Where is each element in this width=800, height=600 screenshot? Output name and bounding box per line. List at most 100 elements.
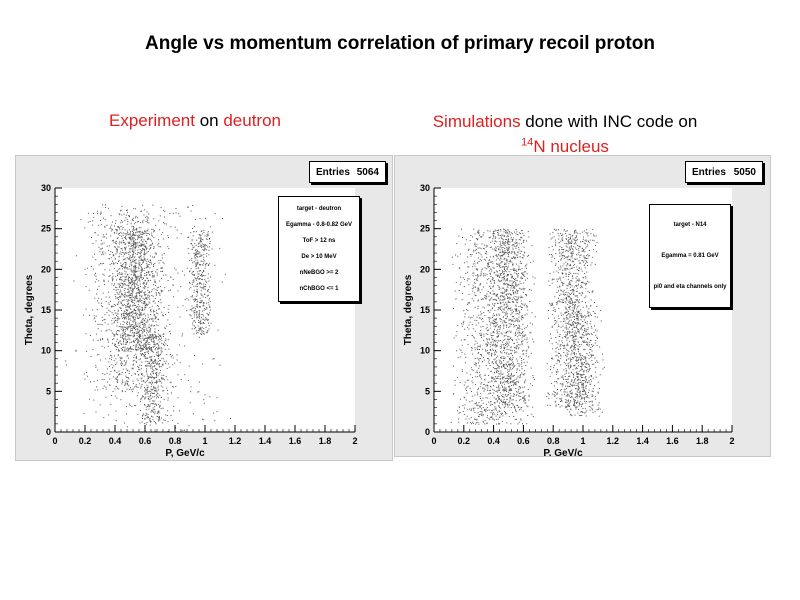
data-point xyxy=(156,362,158,364)
data-point xyxy=(101,263,103,265)
data-point xyxy=(155,422,156,424)
data-point xyxy=(517,404,519,406)
data-point xyxy=(508,391,510,393)
data-point xyxy=(132,237,134,239)
data-point xyxy=(115,253,117,255)
data-point xyxy=(184,374,186,376)
data-point xyxy=(159,366,160,368)
data-point xyxy=(116,238,118,239)
slide-title: Angle vs momentum correlation of primary… xyxy=(145,33,655,54)
data-point xyxy=(199,327,201,329)
data-point xyxy=(120,222,122,224)
data-point xyxy=(156,372,158,374)
data-point xyxy=(150,364,152,366)
data-point xyxy=(156,389,158,391)
data-point xyxy=(493,345,495,347)
data-point xyxy=(120,209,122,211)
data-point xyxy=(209,276,211,278)
data-point xyxy=(488,363,490,364)
data-point xyxy=(520,360,522,362)
data-point xyxy=(140,348,142,350)
data-point xyxy=(146,217,148,219)
data-point xyxy=(196,331,198,333)
data-point xyxy=(511,299,513,300)
data-point xyxy=(512,247,514,249)
data-point xyxy=(100,239,102,241)
data-point xyxy=(521,303,523,305)
data-point xyxy=(151,347,152,348)
data-point xyxy=(152,266,154,267)
data-point xyxy=(469,254,471,255)
data-point xyxy=(196,291,198,293)
data-point xyxy=(497,275,498,277)
data-point xyxy=(151,391,153,393)
data-point xyxy=(481,236,483,238)
data-point xyxy=(459,253,461,255)
data-point xyxy=(483,390,485,392)
data-point xyxy=(493,363,494,365)
data-point xyxy=(156,287,158,289)
data-point xyxy=(132,360,134,362)
data-point xyxy=(149,302,151,304)
data-point xyxy=(134,247,136,249)
data-point xyxy=(186,267,188,269)
data-point xyxy=(483,232,485,234)
data-point xyxy=(131,294,133,296)
data-point xyxy=(491,354,493,356)
data-point xyxy=(123,242,125,244)
data-point xyxy=(84,268,86,270)
data-point xyxy=(513,416,515,417)
data-point xyxy=(454,290,456,292)
data-point xyxy=(497,258,499,260)
data-point xyxy=(481,355,483,357)
data-point xyxy=(133,241,135,243)
data-point xyxy=(113,285,115,287)
data-point xyxy=(162,209,164,211)
data-point xyxy=(145,303,147,305)
data-point xyxy=(134,217,136,219)
data-point xyxy=(503,271,505,273)
data-point xyxy=(524,382,526,384)
data-point xyxy=(493,419,495,421)
data-point xyxy=(491,377,493,379)
data-point xyxy=(515,310,517,311)
data-point xyxy=(490,317,492,319)
data-point xyxy=(195,333,197,335)
data-point xyxy=(148,335,150,337)
data-point xyxy=(137,287,139,289)
data-point xyxy=(195,251,197,253)
data-point xyxy=(488,320,490,322)
data-point xyxy=(193,325,195,327)
data-point xyxy=(508,246,510,248)
data-point xyxy=(141,275,142,277)
data-point xyxy=(140,255,142,257)
data-point xyxy=(458,235,460,237)
data-point xyxy=(201,326,203,328)
data-point xyxy=(519,287,521,289)
data-point xyxy=(109,357,111,359)
data-point xyxy=(207,318,209,320)
data-point xyxy=(140,387,142,389)
data-point xyxy=(516,310,518,312)
data-point xyxy=(131,281,133,283)
data-point xyxy=(474,418,476,420)
data-point xyxy=(504,280,506,282)
data-point xyxy=(119,227,120,229)
data-point xyxy=(142,318,144,319)
data-point xyxy=(133,260,135,262)
data-point xyxy=(146,271,148,273)
data-point xyxy=(494,315,495,316)
data-point xyxy=(152,403,154,405)
data-point xyxy=(94,297,96,299)
data-point xyxy=(501,234,503,236)
data-point xyxy=(116,312,118,314)
data-point xyxy=(124,296,126,298)
data-point xyxy=(153,386,155,388)
data-point xyxy=(479,349,480,350)
data-point xyxy=(140,353,142,355)
data-point xyxy=(154,311,156,313)
data-point xyxy=(125,368,127,370)
data-point xyxy=(150,314,152,315)
data-point xyxy=(489,273,491,275)
data-point xyxy=(141,349,143,351)
